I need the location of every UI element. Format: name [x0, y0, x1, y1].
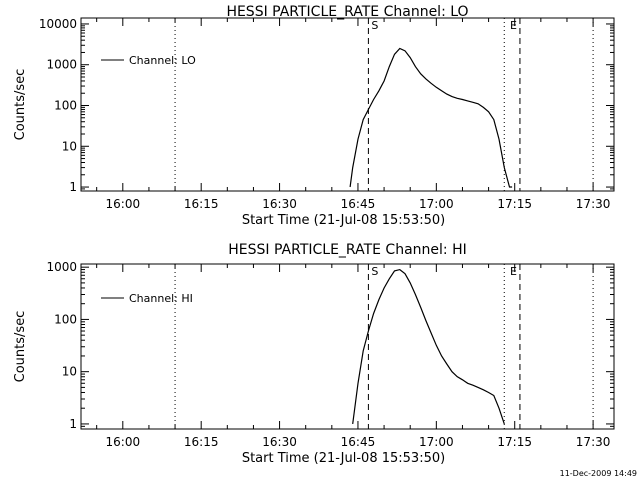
- series-line: [349, 47, 513, 188]
- y-tick-label: 1: [69, 180, 77, 194]
- series-line: [352, 268, 505, 425]
- x-tick-label: 17:30: [576, 435, 611, 449]
- x-tick-label: 16:00: [106, 197, 141, 211]
- legend-label: Channel: LO: [129, 54, 196, 67]
- x-tick-label: 16:30: [262, 435, 297, 449]
- x-tick-label: 17:00: [419, 197, 454, 211]
- y-tick-label: 10: [62, 139, 77, 153]
- y-tick-label: 100: [54, 312, 77, 326]
- footer-timestamp: 11-Dec-2009 14:49: [560, 469, 637, 478]
- chart-title: HESSI PARTICLE_RATE Channel: LO: [226, 4, 468, 20]
- x-tick-label: 16:15: [184, 435, 219, 449]
- chart-panel-hi: HESSI PARTICLE_RATE Channel: HI 16:00 16:1…: [13, 242, 615, 466]
- x-tick-label: 16:15: [184, 197, 219, 211]
- x-axis-label: Start Time (21-Jul-08 15:53:50): [242, 451, 445, 466]
- x-tick-label: 17:15: [497, 435, 532, 449]
- interval-marker-label: S: [371, 19, 378, 32]
- plot-frame: [80, 263, 615, 430]
- y-tick-label: 10: [62, 365, 77, 379]
- x-tick-label: 17:15: [497, 197, 532, 211]
- x-axis-label: Start Time (21-Jul-08 15:53:50): [242, 213, 445, 228]
- y-tick-label: 1000: [46, 260, 77, 274]
- interval-marker-label: E: [510, 265, 517, 278]
- interval-marker-label: E: [510, 19, 517, 32]
- interval-marker-label: S: [371, 265, 378, 278]
- x-tick-label: 16:45: [341, 197, 376, 211]
- x-tick-label: 16:45: [341, 435, 376, 449]
- x-tick-label: 16:00: [106, 435, 141, 449]
- y-axis-label: Counts/sec: [13, 311, 28, 383]
- y-axis-label: Counts/sec: [13, 69, 28, 141]
- y-tick-label: 10000: [39, 17, 77, 31]
- x-tick-label: 17:00: [419, 435, 454, 449]
- chart-title: HESSI PARTICLE_RATE Channel: HI: [228, 242, 466, 258]
- y-tick-label: 1000: [46, 58, 77, 72]
- x-tick-label: 17:30: [576, 197, 611, 211]
- x-tick-label: 16:30: [262, 197, 297, 211]
- chart-panel-lo: HESSI PARTICLE_RATE Channel: LO 16:00 16:1…: [13, 4, 615, 228]
- legend-label: Channel: HI: [129, 292, 193, 305]
- y-tick-label: 100: [54, 99, 77, 113]
- y-tick-label: 1: [69, 417, 77, 431]
- plot-frame: [80, 17, 615, 192]
